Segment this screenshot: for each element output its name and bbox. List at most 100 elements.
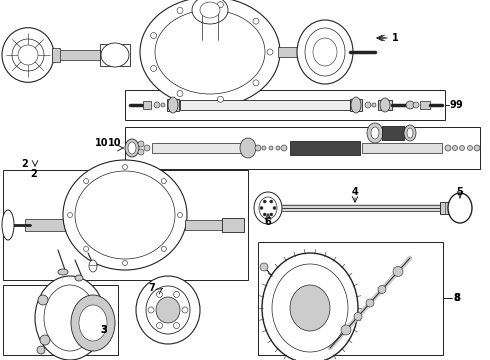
Ellipse shape: [75, 275, 83, 281]
Ellipse shape: [263, 200, 266, 203]
Bar: [180, 100, 350, 110]
Ellipse shape: [35, 276, 105, 360]
Ellipse shape: [68, 212, 73, 217]
Ellipse shape: [168, 97, 178, 113]
Ellipse shape: [58, 269, 68, 275]
Ellipse shape: [372, 103, 376, 107]
Ellipse shape: [136, 276, 200, 344]
Ellipse shape: [144, 145, 150, 151]
Ellipse shape: [177, 8, 183, 13]
Ellipse shape: [150, 66, 157, 71]
Ellipse shape: [84, 179, 89, 184]
Ellipse shape: [177, 91, 183, 96]
Ellipse shape: [270, 200, 273, 203]
Ellipse shape: [154, 102, 160, 108]
Ellipse shape: [253, 80, 259, 86]
Bar: [100, 44, 130, 66]
Bar: [440, 202, 468, 214]
Ellipse shape: [156, 297, 180, 323]
Bar: [3, 170, 248, 280]
Ellipse shape: [452, 145, 458, 150]
Ellipse shape: [63, 160, 187, 270]
Ellipse shape: [161, 179, 167, 184]
Ellipse shape: [269, 146, 273, 150]
Bar: [125, 90, 445, 120]
Bar: [222, 218, 244, 232]
Bar: [350, 99, 362, 111]
Text: 4: 4: [352, 187, 358, 197]
Bar: [167, 99, 179, 111]
Ellipse shape: [354, 312, 362, 320]
Text: 5: 5: [457, 187, 464, 197]
Ellipse shape: [161, 103, 165, 107]
Ellipse shape: [351, 97, 361, 113]
Ellipse shape: [254, 192, 282, 224]
Ellipse shape: [263, 213, 266, 216]
Ellipse shape: [474, 145, 480, 151]
Ellipse shape: [276, 146, 280, 150]
Ellipse shape: [156, 291, 163, 297]
Ellipse shape: [38, 295, 48, 305]
Bar: [25, 219, 70, 231]
Bar: [125, 127, 480, 169]
Ellipse shape: [260, 207, 263, 210]
Ellipse shape: [192, 0, 228, 24]
Ellipse shape: [273, 207, 276, 210]
Ellipse shape: [84, 247, 89, 251]
Ellipse shape: [378, 285, 386, 293]
Ellipse shape: [406, 101, 414, 109]
Bar: [307, 47, 325, 57]
Ellipse shape: [367, 123, 383, 143]
Ellipse shape: [161, 247, 167, 251]
Bar: [362, 143, 442, 153]
Ellipse shape: [200, 2, 220, 18]
Bar: [382, 126, 404, 140]
Ellipse shape: [2, 28, 54, 82]
Ellipse shape: [125, 139, 139, 157]
Ellipse shape: [101, 43, 129, 67]
Ellipse shape: [460, 145, 465, 150]
Ellipse shape: [445, 145, 451, 151]
Text: 9: 9: [455, 100, 462, 110]
Bar: [290, 141, 360, 155]
Ellipse shape: [240, 138, 256, 158]
Text: 7: 7: [148, 283, 155, 293]
Ellipse shape: [262, 253, 358, 360]
Ellipse shape: [413, 102, 419, 108]
Ellipse shape: [37, 346, 45, 354]
Ellipse shape: [173, 291, 179, 297]
Text: 8: 8: [453, 293, 460, 303]
Ellipse shape: [467, 145, 472, 150]
Text: 3: 3: [100, 325, 107, 335]
Ellipse shape: [255, 145, 261, 151]
Bar: [258, 242, 443, 355]
Text: 3: 3: [100, 325, 107, 335]
Ellipse shape: [253, 18, 259, 24]
Ellipse shape: [393, 266, 403, 276]
Bar: [52, 50, 107, 60]
Ellipse shape: [71, 295, 115, 351]
Ellipse shape: [305, 28, 345, 76]
Ellipse shape: [297, 20, 353, 84]
Text: 10: 10: [95, 138, 108, 148]
Ellipse shape: [146, 286, 190, 334]
Ellipse shape: [75, 171, 175, 259]
Ellipse shape: [18, 45, 38, 65]
Ellipse shape: [173, 323, 179, 329]
Text: 1: 1: [392, 33, 399, 43]
Ellipse shape: [148, 307, 154, 313]
Ellipse shape: [259, 197, 277, 219]
Ellipse shape: [218, 2, 223, 8]
Text: 6: 6: [265, 217, 271, 227]
Bar: [185, 220, 225, 230]
Ellipse shape: [2, 210, 14, 240]
Ellipse shape: [366, 299, 374, 307]
Ellipse shape: [260, 263, 268, 271]
Ellipse shape: [281, 145, 287, 151]
Ellipse shape: [270, 213, 273, 216]
Ellipse shape: [138, 141, 144, 147]
Ellipse shape: [262, 146, 266, 150]
Text: 2: 2: [30, 169, 37, 179]
Ellipse shape: [12, 39, 44, 71]
Ellipse shape: [407, 128, 413, 138]
